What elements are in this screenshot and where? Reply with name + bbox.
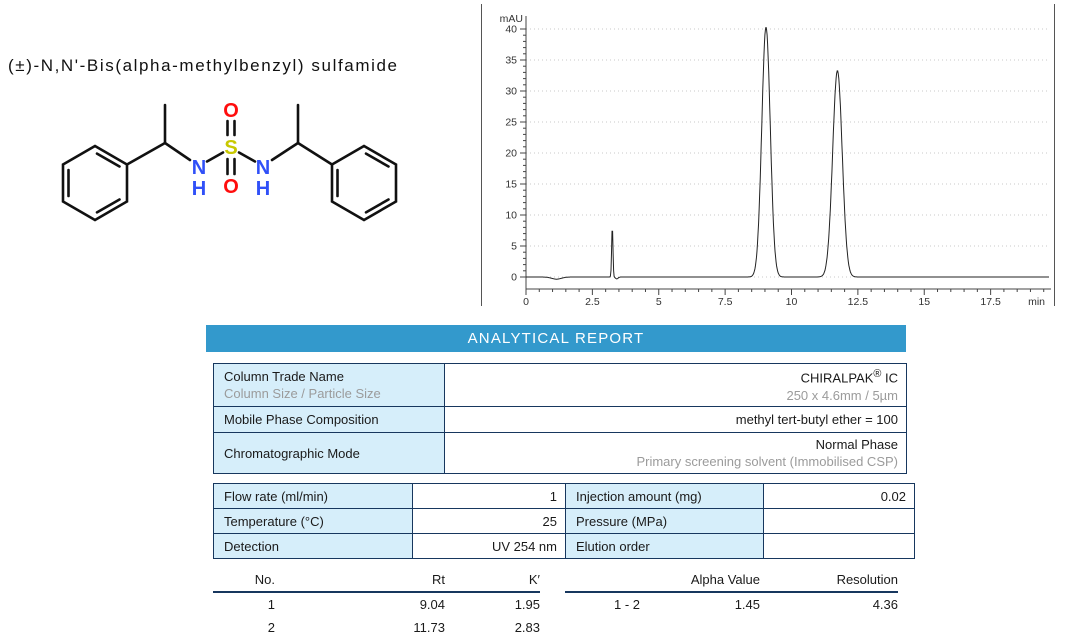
temperature-value: 25 — [412, 508, 566, 534]
conditions-table: Flow rate (ml/min) 1 Injection amount (m… — [213, 483, 915, 559]
kprime-header: K′ — [528, 572, 540, 587]
svg-text:25: 25 — [505, 117, 517, 129]
svg-text:10: 10 — [786, 296, 798, 306]
elution-order-label: Elution order — [565, 533, 764, 559]
report-header-title: ANALYTICAL REPORT — [467, 330, 645, 347]
flow-rate-label: Flow rate (ml/min) — [213, 483, 413, 509]
svg-text:15: 15 — [505, 179, 517, 191]
table-row: 2 11.73 2.83 — [267, 620, 540, 635]
table-row: Temperature (°C) 25 Pressure (MPa) — [213, 508, 915, 534]
screening-solvent-note: Primary screening solvent (Immobilised C… — [636, 454, 898, 469]
no-header: No. — [254, 572, 275, 587]
svg-text:12.5: 12.5 — [848, 296, 869, 306]
selectivity-results-table: Alpha Value Resolution 1 - 2 1.45 4.36 — [565, 568, 898, 616]
mobile-phase-value: methyl tert-butyl ether = 100 — [444, 406, 907, 433]
injection-amount-value: 0.02 — [763, 483, 915, 509]
svg-text:35: 35 — [505, 55, 517, 67]
detection-label: Detection — [213, 533, 413, 559]
table-row: 1 - 2 1.45 4.36 — [613, 597, 898, 612]
svg-text:30: 30 — [505, 86, 517, 98]
table-row: Chromatographic Mode Normal Phase Primar… — [213, 432, 907, 474]
svg-text:10: 10 — [505, 210, 517, 222]
hydrogen-left-label: H — [192, 178, 206, 200]
molecule-structure: O S O N H N H — [61, 100, 398, 222]
table-row: Detection UV 254 nm Elution order — [213, 533, 915, 559]
rt-header: Rt — [432, 572, 445, 587]
results-header-row: Alpha Value Resolution — [565, 568, 898, 593]
column-info-table: Column Trade Name Column Size / Particle… — [213, 363, 907, 474]
elution-order-value — [763, 533, 915, 559]
svg-text:7.5: 7.5 — [718, 296, 733, 306]
nitrogen-left-label: N — [192, 157, 206, 179]
results-header-row: No. Rt K′ — [213, 568, 540, 593]
temperature-label: Temperature (°C) — [213, 508, 413, 534]
compound-title: (±)-N,N'-Bis(alpha-methylbenzyl) sulfami… — [8, 56, 399, 75]
registered-mark: ® — [873, 368, 882, 381]
pressure-value — [763, 508, 915, 534]
column-trade-name-label: Column Trade Name Column Size / Particle… — [213, 363, 445, 407]
chromatographic-mode-value: Normal Phase Primary screening solvent (… — [444, 432, 907, 474]
benzene-ring-right — [330, 144, 398, 222]
column-trade-name-value: CHIRALPAK® IC 250 x 4.6mm / 5µm — [444, 363, 907, 407]
svg-text:0: 0 — [511, 272, 517, 284]
table-row: Flow rate (ml/min) 1 Injection amount (m… — [213, 483, 915, 509]
svg-text:40: 40 — [505, 24, 517, 36]
oxygen-top-label: O — [223, 100, 239, 122]
oxygen-bottom-label: O — [223, 176, 239, 198]
alpha-value-header: Alpha Value — [690, 572, 760, 587]
flow-rate-value: 1 — [412, 483, 566, 509]
pair-header — [565, 568, 640, 591]
svg-text:0: 0 — [523, 296, 529, 306]
resolution-header: Resolution — [836, 572, 898, 587]
hydrogen-right-label: H — [256, 178, 270, 200]
table-row: 1 9.04 1.95 — [267, 597, 540, 612]
table-row: Mobile Phase Composition methyl tert-but… — [213, 406, 907, 433]
column-size-value: 250 x 4.6mm / 5µm — [786, 387, 898, 403]
sulfur-label: S — [224, 137, 237, 159]
svg-text:5: 5 — [511, 241, 517, 253]
chromatographic-mode-label: Chromatographic Mode — [213, 432, 445, 474]
pressure-label: Pressure (MPa) — [565, 508, 764, 534]
injection-amount-label: Injection amount (mg) — [565, 483, 764, 509]
benzene-ring-left — [61, 144, 129, 222]
nitrogen-right-label: N — [256, 157, 270, 179]
report-header: ANALYTICAL REPORT — [206, 325, 906, 352]
svg-text:17.5: 17.5 — [980, 296, 1001, 306]
svg-text:20: 20 — [505, 148, 517, 160]
svg-text:mAU: mAU — [500, 13, 523, 25]
mobile-phase-label: Mobile Phase Composition — [213, 406, 445, 433]
svg-text:2.5: 2.5 — [585, 296, 600, 306]
column-size-label: Column Size / Particle Size — [224, 386, 381, 401]
svg-text:15: 15 — [918, 296, 930, 306]
table-row: Column Trade Name Column Size / Particle… — [213, 363, 907, 407]
retention-results-table: No. Rt K′ 1 9.04 1.95 2 11.73 2.83 — [213, 568, 540, 637]
svg-text:min: min — [1028, 296, 1045, 306]
chromatogram-plot: 0 5 10 15 20 25 30 35 40 0 2.5 5 7.5 10 12.5 15 17.5 mAU m… — [481, 4, 1055, 308]
detection-value: UV 254 nm — [412, 533, 566, 559]
svg-text:5: 5 — [656, 296, 662, 306]
